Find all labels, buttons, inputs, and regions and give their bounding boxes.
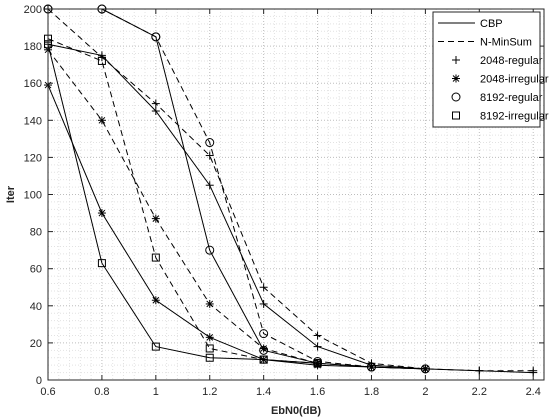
legend-entry: 8192-irregular: [452, 111, 549, 123]
series-layer: [43, 4, 538, 377]
data-point-plus: [205, 151, 214, 160]
data-point-plus: [529, 366, 538, 375]
marker-stroke: [206, 300, 214, 308]
y-tick-label: 20: [30, 338, 42, 350]
data-point-square: [313, 359, 322, 368]
axis-ticks: 0.6 0.8 1 1.2 1.4 1.6 1.8 2 2.2 2.4 0 20 40 60 80 100 12…: [24, 4, 544, 398]
series-2: [44, 81, 430, 373]
y-tick-label: 100: [24, 190, 42, 202]
data-point-plus: [313, 342, 322, 351]
legend: CBP N-MinSum 2048-regular 2048-irregular 819…: [432, 11, 549, 128]
data-point-square: [97, 259, 106, 268]
data-point-plus: [151, 107, 160, 116]
x-tick-label: 2: [422, 386, 428, 398]
legend-entry: N-MinSum: [438, 37, 532, 49]
data-point-square: [205, 344, 214, 353]
data-point-circle: [259, 345, 269, 355]
legend-marker-circle: [451, 92, 461, 102]
x-tick-label: 1.2: [202, 386, 217, 398]
y-tick-label: 160: [24, 78, 42, 90]
series-7: [44, 34, 322, 368]
marker-stroke: [452, 75, 460, 82]
legend-entry: 2048-regular: [452, 55, 543, 67]
legend-marker-plus: [452, 56, 460, 64]
legend-label: N-MinSum: [480, 37, 532, 49]
data-point-circle: [205, 245, 215, 255]
x-tick-label: 2.2: [472, 386, 487, 398]
x-tick-label: 1.8: [364, 386, 379, 398]
data-point-star: [97, 209, 106, 218]
series-line: [47, 49, 426, 370]
series-line: [47, 44, 318, 364]
data-point-plus: [151, 99, 160, 108]
y-tick-label: 200: [24, 4, 42, 16]
x-axis-label: EbN0(dB): [271, 405, 321, 417]
data-point-square: [151, 342, 160, 351]
y-tick-label: 40: [30, 301, 42, 313]
data-point-plus: [259, 299, 268, 308]
data-point-square: [259, 355, 268, 364]
series-line: [48, 8, 426, 370]
data-point-circle: [366, 362, 376, 372]
x-tick-label: 0.8: [94, 386, 109, 398]
data-point-plus: [475, 366, 484, 375]
y-axis-label: Iter: [5, 185, 17, 203]
x-tick-label: 1: [153, 386, 159, 398]
series-line: [47, 84, 426, 370]
data-point-circle: [420, 364, 430, 374]
data-point-star: [205, 299, 214, 308]
legend-label: 2048-irregular: [480, 74, 549, 86]
data-point-star: [205, 333, 214, 342]
legend-marker-square: [452, 111, 460, 120]
legend-label: 8192-regular: [480, 92, 543, 104]
y-tick-label: 140: [24, 115, 42, 127]
grid: [47, 8, 545, 381]
x-tick-label: 1.4: [256, 386, 271, 398]
y-tick-label: 80: [30, 227, 42, 239]
legend-label: 8192-irregular: [480, 111, 549, 123]
legend-entry: 2048-irregular: [452, 74, 549, 86]
data-point-circle: [151, 32, 161, 42]
data-point-circle: [259, 329, 269, 339]
y-tick-label: 60: [30, 264, 42, 276]
legend-label: 2048-regular: [480, 55, 543, 67]
marker-stroke: [152, 296, 160, 304]
data-point-star: [151, 296, 160, 305]
data-point-plus: [205, 181, 214, 190]
data-point-star: [151, 214, 160, 223]
data-point-star: [97, 116, 106, 125]
marker-stroke: [98, 116, 106, 124]
legend-entry: 8192-regular: [451, 92, 543, 104]
x-tick-label: 1.6: [310, 386, 325, 398]
data-point-square: [97, 56, 106, 65]
marker-stroke: [152, 215, 160, 222]
data-point-square: [151, 253, 160, 262]
y-tick-label: 180: [24, 41, 42, 53]
legend-box: [432, 11, 541, 128]
series-line: [47, 38, 318, 364]
data-point-plus: [259, 283, 268, 292]
marker-stroke: [206, 333, 214, 341]
series-line: [48, 8, 426, 370]
legend-label: CBP: [480, 18, 503, 30]
y-tick-label: 0: [36, 375, 42, 387]
y-tick-label: 120: [24, 152, 42, 164]
x-tick-label: 2.4: [526, 386, 541, 398]
x-tick-label: 0.6: [40, 386, 55, 398]
legend-marker-star: [452, 74, 460, 83]
data-point-square: [205, 353, 214, 362]
series-line: [47, 8, 534, 372]
data-point-circle: [205, 138, 215, 148]
legend-entry: CBP: [438, 18, 503, 30]
data-point-plus: [313, 331, 322, 340]
marker-stroke: [98, 209, 106, 217]
